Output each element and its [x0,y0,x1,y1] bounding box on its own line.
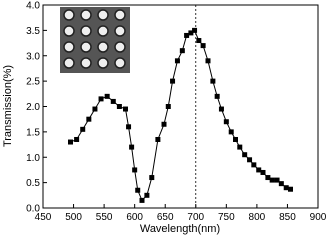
data-point [192,27,198,33]
data-point [205,58,211,64]
data-point [196,38,202,44]
data-point [283,185,289,191]
data-point [104,93,110,99]
y-tick-label: 3.0 [26,51,40,62]
data-point [116,104,122,109]
data-point [86,116,92,122]
x-tick-label: 900 [310,212,327,223]
y-tick-label: 1.5 [26,127,40,138]
data-point [139,197,145,203]
data-point [233,136,238,142]
data-point [135,187,141,193]
hole [80,57,92,69]
hole [80,41,92,53]
data-point [200,43,206,49]
x-tick-label: 500 [65,212,82,223]
data-point [288,186,293,192]
inset-holes [63,9,126,69]
data-point [161,121,167,127]
hole [97,9,109,21]
x-tick-label: 800 [249,212,266,223]
data-point [74,136,80,142]
x-tick-label: 600 [126,212,143,223]
y-tick-label: 3.5 [26,26,40,37]
hole [114,25,126,37]
inset-image [60,7,130,73]
data-point [210,78,216,84]
data-point [269,177,275,183]
data-point [110,98,116,104]
data-point [129,144,135,150]
data-point [126,124,132,130]
data-point [155,136,161,142]
x-tick-label: 450 [35,212,52,223]
y-tick-label: 1.0 [26,153,40,164]
y-tick-label: 2.5 [26,77,40,88]
data-point [184,32,190,38]
data-point [265,175,271,181]
data-point [179,48,185,54]
y-axis-label: Transmission(%) [2,65,14,147]
x-tick-label: 550 [96,212,113,223]
data-point [223,119,229,125]
data-point [92,106,98,112]
hole [63,57,75,69]
x-tick-label: 700 [187,212,204,223]
data-point [98,96,104,102]
y-tick-label: 2.0 [26,102,40,113]
data-point [274,177,280,183]
data-point [247,157,253,163]
x-tick-label: 850 [279,212,296,223]
data-point [188,30,194,36]
hole [97,57,109,69]
hole [114,57,126,69]
data-point [237,144,243,150]
x-tick-label: 650 [157,212,174,223]
hole [80,9,92,21]
x-axis-label: Wavelength(nm) [140,223,220,235]
x-tick-label: 750 [218,212,235,223]
y-tick-label: 4.0 [26,1,40,12]
data-point [80,126,86,132]
hole [97,25,109,37]
data-point [218,106,224,112]
data-point [214,93,220,99]
hole [63,9,75,21]
hole [63,41,75,53]
data-point [144,192,150,198]
data-point [251,162,257,168]
data-point [228,129,234,135]
data-point [123,106,128,112]
data-point [170,78,176,84]
hole [63,25,75,37]
data-point [68,139,73,145]
data-point [242,152,248,158]
y-tick-label: 0.5 [26,178,40,189]
data-point [132,167,138,173]
y-tick-label: 0.0 [26,204,40,215]
data-point [256,167,262,173]
hole [97,41,109,53]
hole [80,25,92,37]
data-point [174,58,180,64]
hole [114,9,126,21]
data-point [165,104,171,109]
data-point [278,181,284,187]
hole [114,41,126,53]
data-point [149,175,155,181]
data-point [260,169,266,175]
